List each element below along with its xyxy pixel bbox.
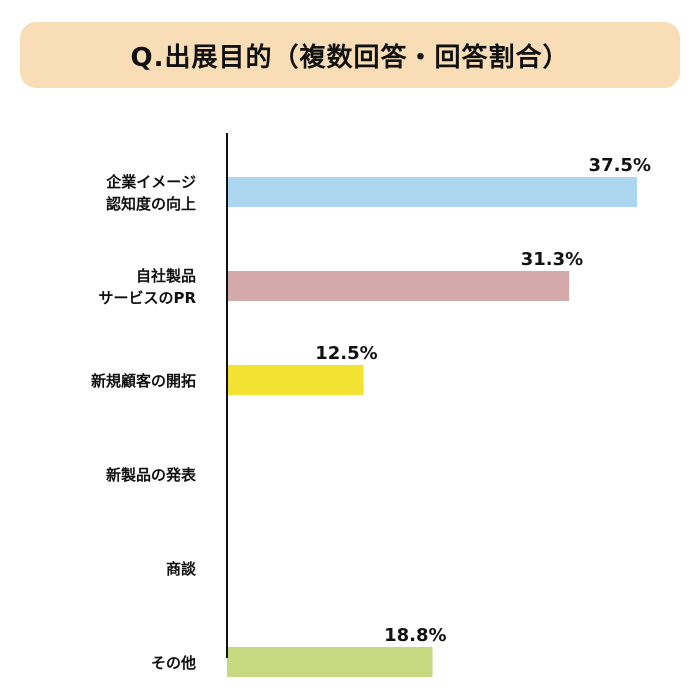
value-label: 18.8% xyxy=(384,625,446,646)
value-label: 31.3% xyxy=(521,249,583,270)
category-label: 企業イメージ xyxy=(105,173,196,191)
category-label: その他 xyxy=(151,654,196,672)
bar xyxy=(227,177,637,207)
value-label: 37.5% xyxy=(589,155,651,176)
category-label: サービスのPR xyxy=(98,289,196,307)
bar xyxy=(227,365,364,395)
category-label: 新製品の発表 xyxy=(106,466,197,484)
category-label: 認知度の向上 xyxy=(106,195,196,213)
chart-title: Q.出展目的（複数回答・回答割合） xyxy=(130,42,570,73)
bar xyxy=(227,647,433,677)
bar xyxy=(227,271,570,301)
category-label: 新規顧客の開拓 xyxy=(91,372,196,390)
chart-title-banner: Q.出展目的（複数回答・回答割合） xyxy=(20,22,680,88)
category-label: 自社製品 xyxy=(136,267,196,285)
value-label: 12.5% xyxy=(315,343,377,364)
category-label: 商談 xyxy=(166,560,197,578)
